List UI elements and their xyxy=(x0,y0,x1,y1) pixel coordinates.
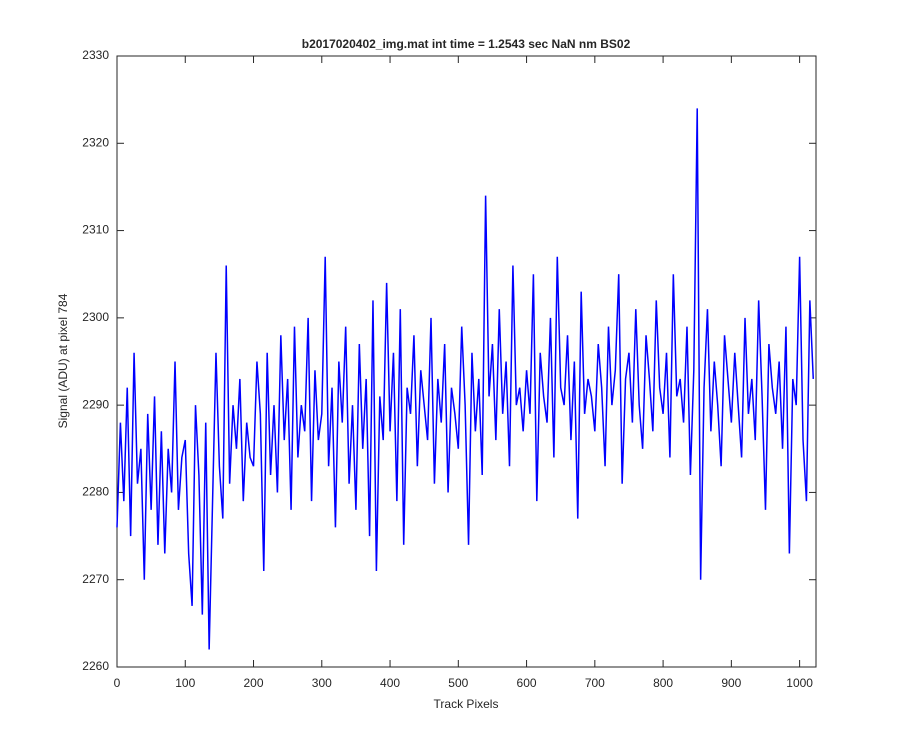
y-tick-label: 2280 xyxy=(82,485,109,499)
x-tick-label: 900 xyxy=(721,676,741,690)
y-tick-label: 2270 xyxy=(82,572,109,586)
y-tick-label: 2330 xyxy=(82,48,109,62)
x-axis-label: Track Pixels xyxy=(434,697,499,711)
y-tick-label: 2300 xyxy=(82,310,109,324)
y-axis-label: Signal (ADU) at pixel 784 xyxy=(56,293,70,428)
x-tick-label: 600 xyxy=(517,676,537,690)
x-tick-label: 100 xyxy=(175,676,195,690)
chart-title: b2017020402_img.mat int time = 1.2543 se… xyxy=(302,37,631,51)
y-tick-label: 2290 xyxy=(82,397,109,411)
x-tick-label: 800 xyxy=(653,676,673,690)
y-tick-label: 2310 xyxy=(82,223,109,237)
y-tick-label: 2320 xyxy=(82,135,109,149)
x-tick-label: 200 xyxy=(244,676,264,690)
x-tick-label: 300 xyxy=(312,676,332,690)
x-tick-label: 0 xyxy=(114,676,121,690)
plot-box xyxy=(116,55,817,668)
x-tick-label: 1000 xyxy=(786,676,813,690)
x-tick-label: 500 xyxy=(448,676,468,690)
x-tick-label: 700 xyxy=(585,676,605,690)
x-tick-label: 400 xyxy=(380,676,400,690)
y-tick-label: 2260 xyxy=(82,659,109,673)
data-line xyxy=(116,108,815,650)
